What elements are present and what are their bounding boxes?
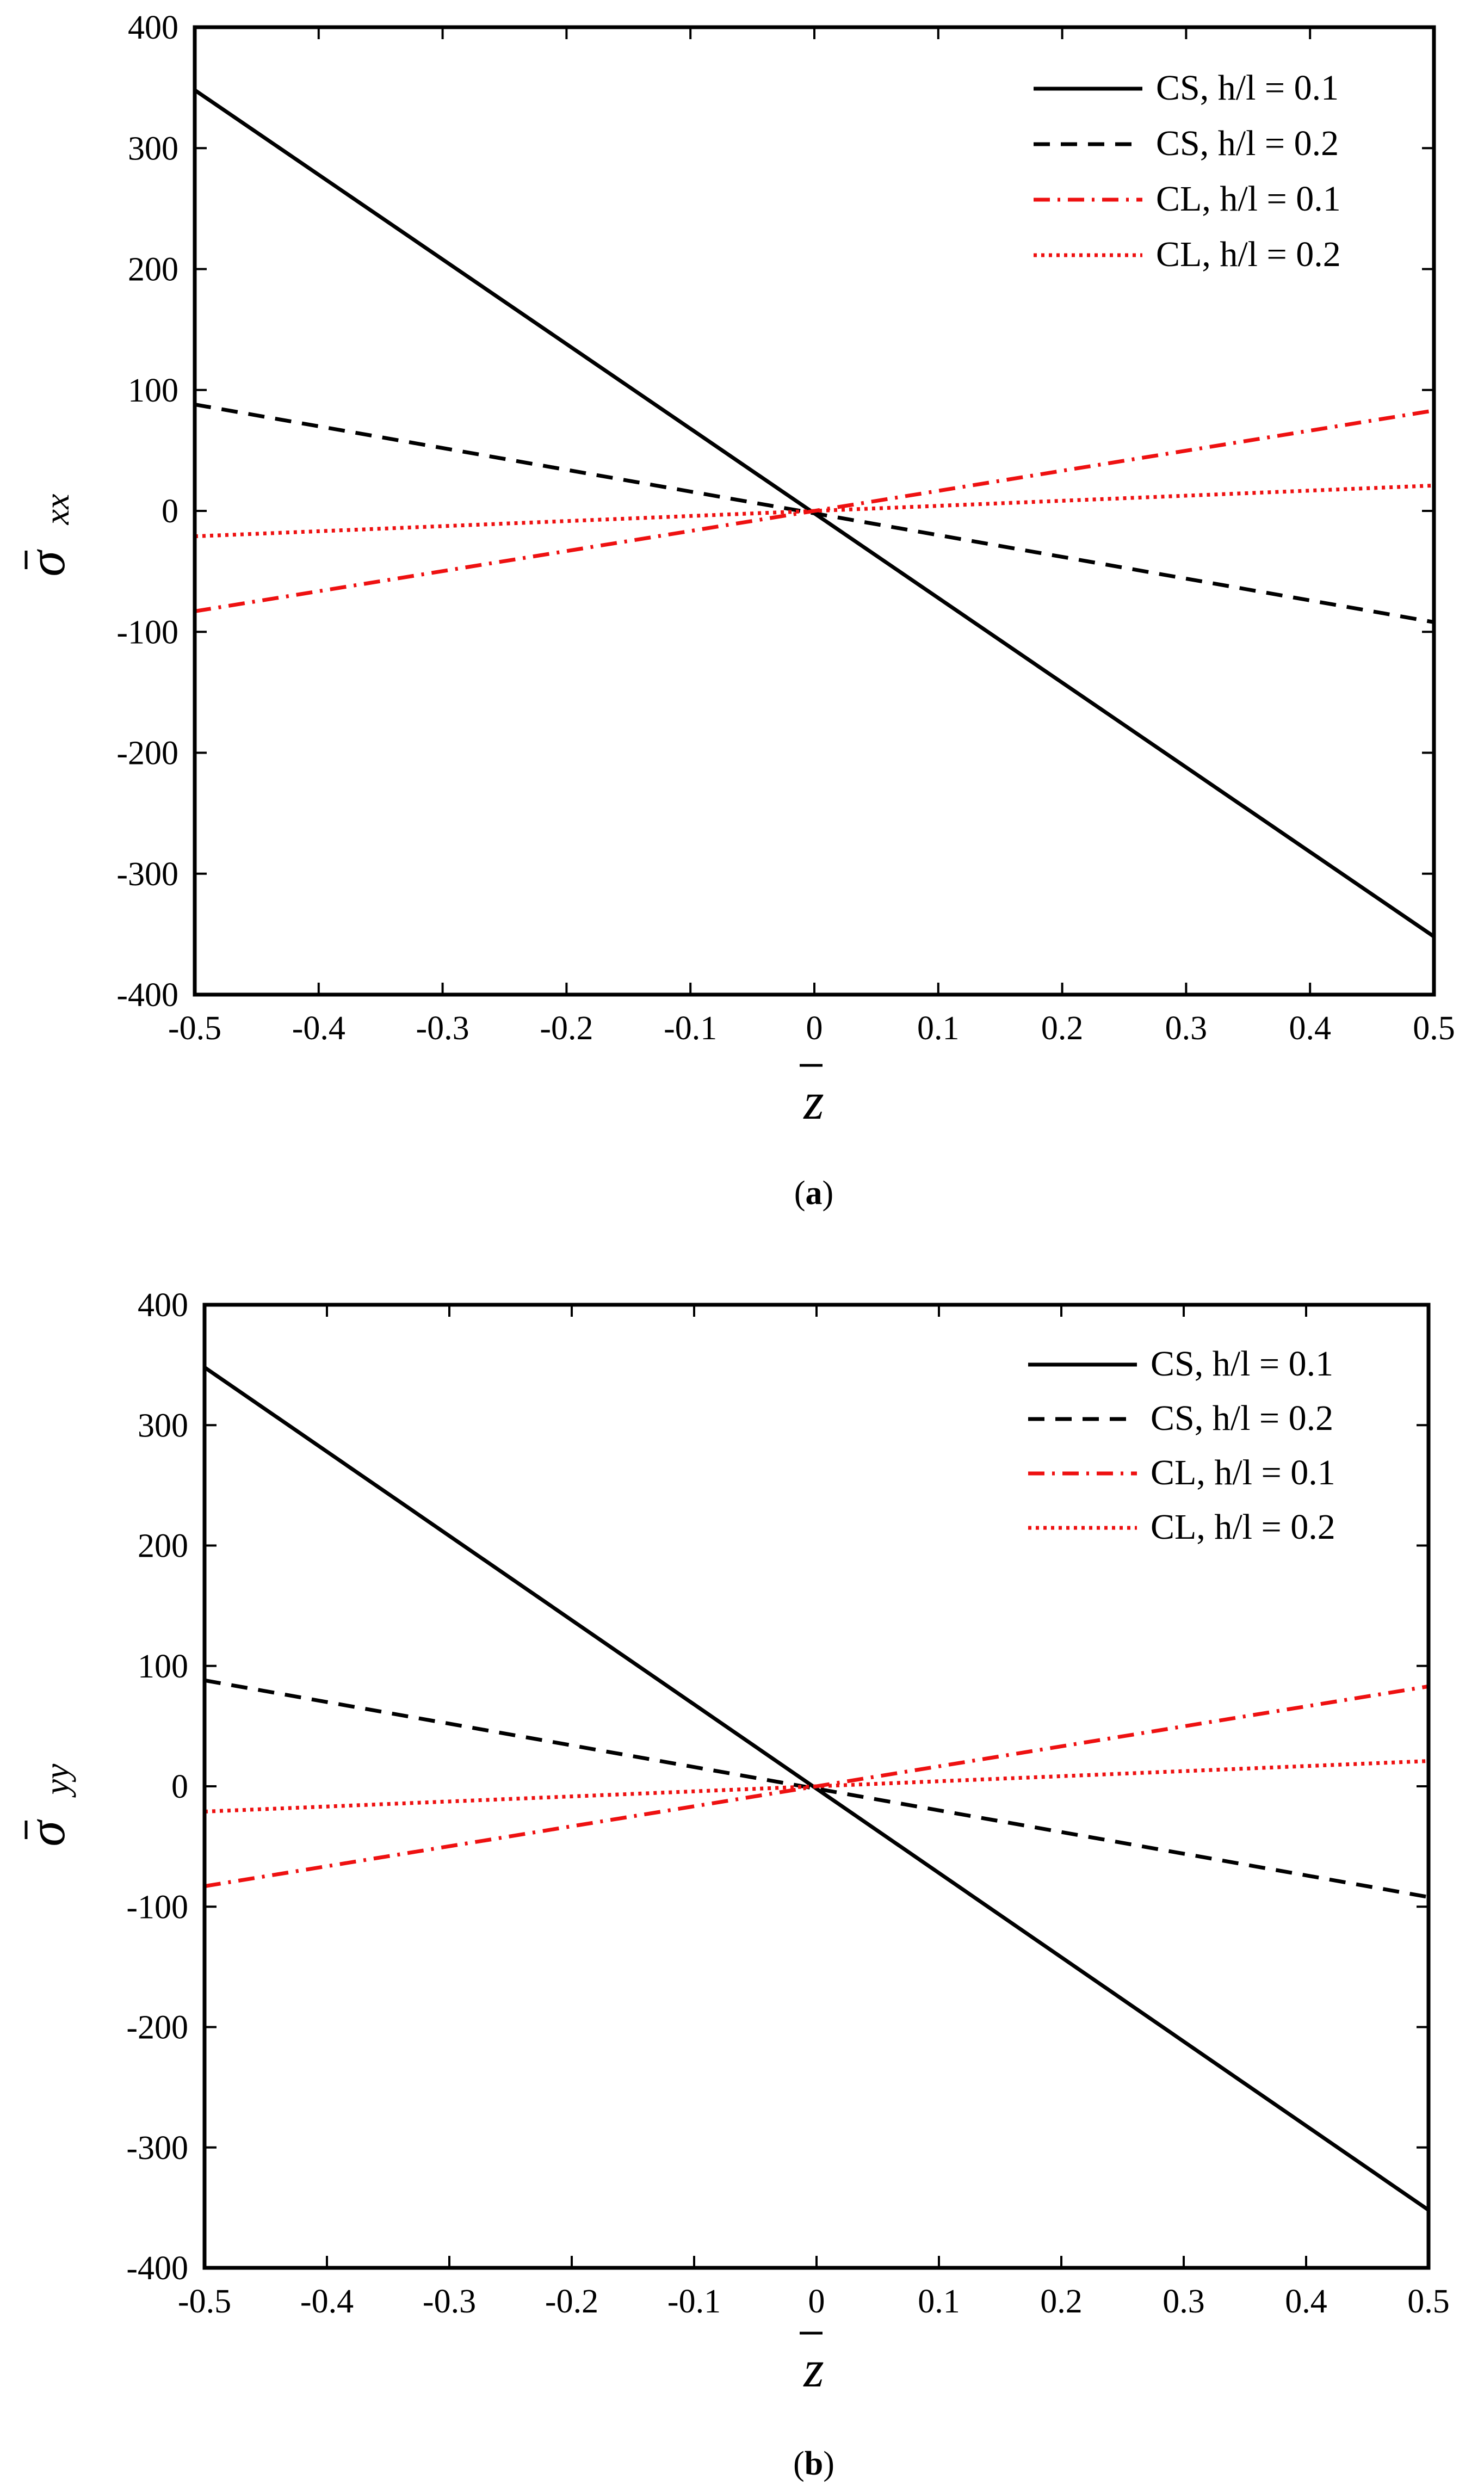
panel-a-xtick-label: 0.5 <box>1413 1010 1455 1047</box>
panel-a-ytick-label: -200 <box>116 735 178 772</box>
panel-b-xtick-label: 0.3 <box>1163 2283 1205 2320</box>
panel-a-xtick-label: -0.2 <box>540 1010 593 1047</box>
panel-a-ytick-label: 300 <box>128 130 178 167</box>
panel-b-xtick-label: 0 <box>808 2283 825 2320</box>
panel-b-xtick-label: 0.5 <box>1407 2283 1450 2320</box>
panel-b-caption-letter: b <box>805 2445 823 2482</box>
panel-a-ytick-label: 0 <box>162 493 178 530</box>
panel-b-xtick-label: -0.5 <box>178 2283 231 2320</box>
panel-b-legend-label: CL, h/l = 0.2 <box>1151 1507 1335 1547</box>
panel-a-xtick-label: -0.3 <box>416 1010 469 1047</box>
panel-a-caption-letter: a <box>806 1175 823 1212</box>
panel-a-xtick-label: -0.4 <box>292 1010 345 1047</box>
panel-b-xtick-label: -0.1 <box>667 2283 721 2320</box>
panel-a-series-line-2 <box>194 402 1434 624</box>
panel-b-series-line-1 <box>203 1366 1430 2212</box>
panel-b-ylabel-subscript: yy <box>38 1763 76 1798</box>
panel-b-xtick-label: -0.3 <box>423 2283 476 2320</box>
panel-b-marks: -0.5 -0.4 -0.3 -0.2 -0.1 0 0.1 0.2 0.3 0.4 0.5 400 3… <box>126 1287 1449 2320</box>
panel-a-ylabel-subscript: xx <box>38 494 76 526</box>
panel-b-caption: (b) <box>793 2445 834 2482</box>
panel-a-xtick-label: 0.1 <box>917 1010 960 1047</box>
panel-b-ytick-label: 100 <box>138 1648 188 1685</box>
panel-b-ytick-label: -300 <box>126 2130 188 2167</box>
panel-b-legend: CS, h/l = 0.1 CS, h/l = 0.2 CL, h/l = 0.1 C… <box>1028 1344 1335 1547</box>
panel-b-axes-frame <box>202 1303 1431 2270</box>
panel-a-legend-label: CL, h/l = 0.2 <box>1156 235 1341 274</box>
panel-a-ytick-label: -400 <box>116 977 178 1014</box>
panel-a-legend-label: CS, h/l = 0.1 <box>1156 68 1339 108</box>
panel-b-ytick-label: 0 <box>171 1768 188 1805</box>
panel-a-ytick-label: -300 <box>116 856 178 893</box>
panel-b-xtick-label: -0.4 <box>300 2283 354 2320</box>
panel-a-legend-label: CL, h/l = 0.1 <box>1156 179 1341 219</box>
panel-b-xtick-label: 0.4 <box>1285 2283 1327 2320</box>
panel-b-xlabel: z <box>802 2340 824 2398</box>
panel-b-ytick-label: 400 <box>138 1287 188 1324</box>
panel-a-caption: (a) <box>794 1175 833 1212</box>
chart-panel-a: -0.5 -0.4 -0.3 -0.2 -0.1 0 0.1 0.2 0.3 0.4 0.5 400 3… <box>17 9 1455 1212</box>
panel-a-ytick-label: 100 <box>128 372 178 409</box>
panel-b-ytick-label: 300 <box>138 1407 188 1444</box>
panel-b-ytick-label: -400 <box>126 2250 188 2287</box>
panel-b-legend-label: CS, h/l = 0.2 <box>1151 1398 1333 1438</box>
panel-a-xtick-label: 0 <box>806 1010 823 1047</box>
panel-b-xtick-label: 0.1 <box>918 2283 960 2320</box>
panel-a-xtick-label: -0.1 <box>664 1010 717 1047</box>
panel-a-marks: -0.5 -0.4 -0.3 -0.2 -0.1 0 0.1 0.2 0.3 0.4 0.5 400 3… <box>116 9 1455 1047</box>
panel-a-ytick-label: -100 <box>116 614 178 651</box>
panel-b-xtick-label: 0.2 <box>1040 2283 1083 2320</box>
panel-a-xtick-label: 0.3 <box>1165 1010 1208 1047</box>
panel-a-ytick-label: 200 <box>128 251 178 288</box>
panel-b-series-line-2 <box>204 1678 1429 1899</box>
panel-a-axes-frame <box>193 25 1436 997</box>
panel-b-ytick-label: -200 <box>126 2009 188 2046</box>
panel-b-xtick-label: -0.2 <box>545 2283 598 2320</box>
panel-a-xtick-label: 0.4 <box>1289 1010 1331 1047</box>
panel-b-legend-label: CS, h/l = 0.1 <box>1151 1344 1333 1384</box>
panel-a-xtick-label: 0.2 <box>1041 1010 1084 1047</box>
panel-a-series-line-4 <box>194 483 1434 539</box>
panel-b-ytick-label: 200 <box>138 1528 188 1565</box>
panel-a-xtick-label: -0.5 <box>168 1010 221 1047</box>
panel-b-series-line-4 <box>204 1759 1429 1814</box>
panel-a-xlabel: z <box>802 1072 824 1130</box>
panel-a-legend: CS, h/l = 0.1 CS, h/l = 0.2 CL, h/l = 0.1 C… <box>1034 68 1341 274</box>
panel-a-legend-label: CS, h/l = 0.2 <box>1156 124 1339 163</box>
chart-panel-b: -0.5 -0.4 -0.3 -0.2 -0.1 0 0.1 0.2 0.3 0.4 0.5 400 3… <box>17 1287 1450 2482</box>
panel-b-legend-label: CL, h/l = 0.1 <box>1151 1453 1335 1492</box>
panel-a-ytick-label: 400 <box>128 9 178 46</box>
panel-b-ytick-label: -100 <box>126 1889 188 1926</box>
